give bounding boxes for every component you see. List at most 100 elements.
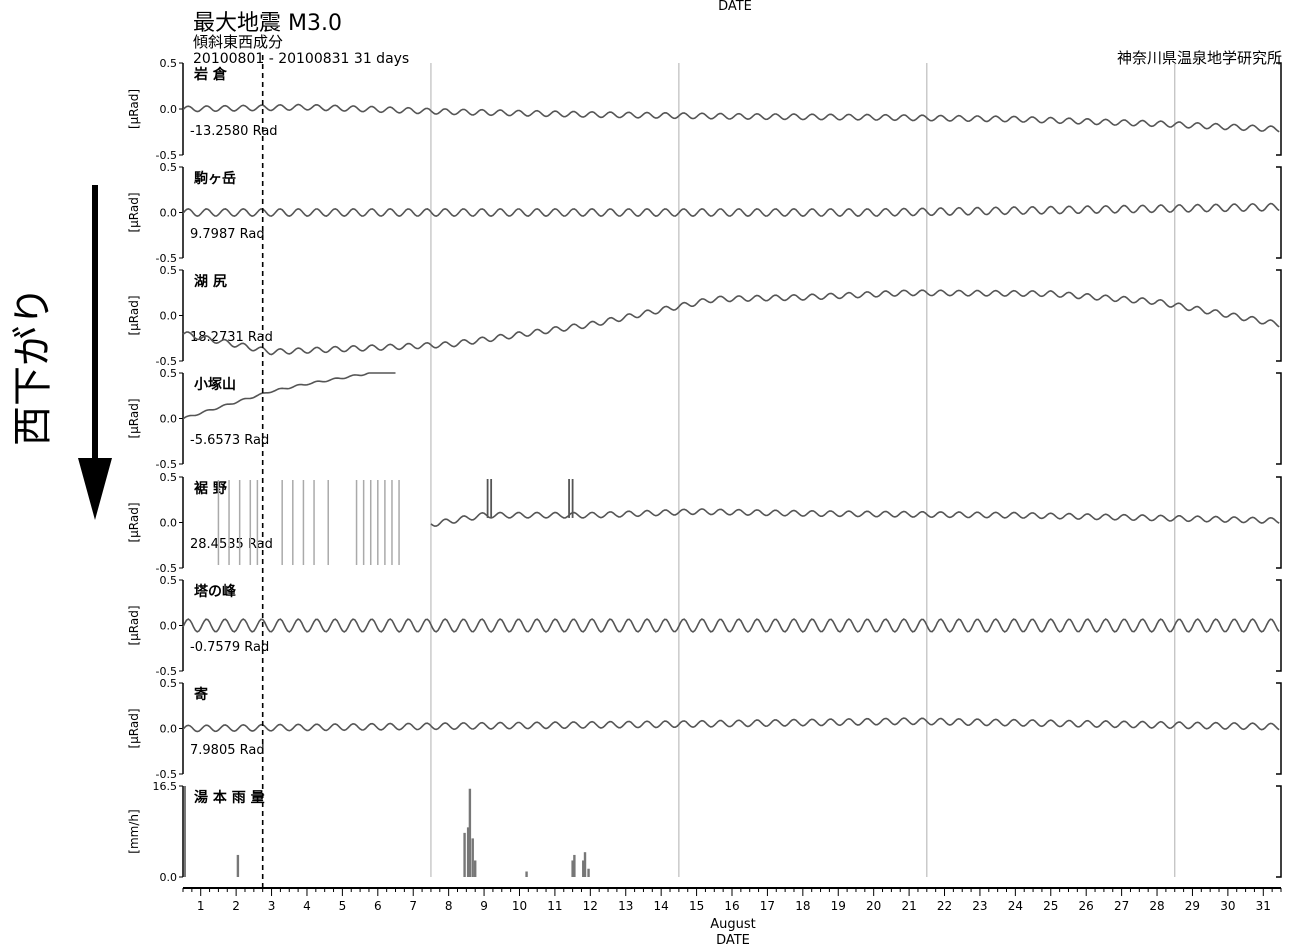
rain-bar <box>573 854 576 877</box>
x-tick-label: 31 <box>1256 899 1271 913</box>
offset-label: -5.6573 Rad <box>190 433 269 448</box>
rain-bar <box>583 852 587 877</box>
x-axis-label: DATE <box>716 933 750 948</box>
y-tick-label: 0.0 <box>160 620 178 633</box>
west-down-annotation: 西下がり <box>10 185 112 520</box>
y-tick-label: -0.5 <box>156 562 177 575</box>
top-date-label: DATE <box>718 0 752 14</box>
y-tick-label: 16.5 <box>153 780 178 793</box>
x-tick-label: 21 <box>901 899 916 913</box>
x-tick-label: 24 <box>1008 899 1023 913</box>
tilt-series-line <box>182 202 1280 217</box>
panel-ylabel: [µRad] <box>127 605 141 645</box>
panel-right-bracket <box>1276 372 1282 465</box>
panel-right-bracket <box>1276 269 1282 362</box>
offset-label: -13.2580 Rad <box>190 124 278 139</box>
tilt-series-line <box>430 508 1280 527</box>
rain-bar <box>587 868 590 877</box>
y-tick-label: -0.5 <box>156 355 177 368</box>
x-tick-label: 10 <box>512 899 527 913</box>
y-tick-label: -0.5 <box>156 149 177 162</box>
y-tick-label: 0.0 <box>160 517 178 530</box>
x-tick-label: 17 <box>760 899 775 913</box>
west-down-arrow-head <box>78 458 112 520</box>
panel-1: 0.5 0.0 -0.5 [µRad] 岩 倉 -13.2580 Rad <box>127 57 1282 162</box>
offset-label: 18.2731 Rad <box>190 330 273 345</box>
component-title: 傾斜東西成分 <box>193 33 283 51</box>
panel-right-bracket <box>1276 476 1282 569</box>
panel-5: 0.5 0.0 -0.5 [µRad] 裾 野 28.4535 Rad <box>127 471 1282 575</box>
x-month-label: August <box>710 917 756 932</box>
rain-bar <box>468 788 472 877</box>
x-tick-label: 4 <box>303 899 311 913</box>
x-tick-label: 30 <box>1220 899 1235 913</box>
offset-label: 9.7987 Rad <box>190 227 265 242</box>
panel-ylabel: [µRad] <box>127 398 141 438</box>
x-tick-label: 6 <box>374 899 382 913</box>
x-tick-label: 3 <box>268 899 276 913</box>
rain-bar <box>582 860 585 877</box>
y-tick-label: -0.5 <box>156 252 177 265</box>
station-name: 駒ヶ岳 <box>194 170 236 187</box>
panel-right-bracket <box>1276 785 1282 878</box>
y-tick-label: 0.5 <box>160 264 178 277</box>
y-tick-label: -0.5 <box>156 458 177 471</box>
institute-label: 神奈川県温泉地学研究所 <box>1117 49 1282 67</box>
panel-ylabel: [µRad] <box>127 295 141 335</box>
offset-label: 7.9805 Rad <box>190 743 265 758</box>
x-tick-label: 19 <box>831 899 846 913</box>
panel-2: 0.5 0.0 -0.5 [µRad] 駒ヶ岳 9.7987 Rad <box>127 161 1282 265</box>
x-tick-label: 27 <box>1114 899 1129 913</box>
rain-bar <box>474 860 477 877</box>
panel-ylabel: [µRad] <box>127 89 141 129</box>
y-tick-label: 0.0 <box>160 413 178 426</box>
x-tick-label: 15 <box>689 899 704 913</box>
y-tick-label: 0.0 <box>160 723 178 736</box>
x-tick-label: 1 <box>197 899 205 913</box>
station-name: 小塚山 <box>194 377 236 393</box>
panel-8: 16.5 0.0 [mm/h] 湯 本 雨 量 <box>127 780 1282 884</box>
y-tick-label: 0.0 <box>160 871 178 884</box>
x-tick-label: 14 <box>654 899 669 913</box>
tilt-series-line <box>182 618 1280 633</box>
panel-6: 0.5 0.0 -0.5 [µRad] 塔の峰 -0.7579 Rad <box>127 574 1282 678</box>
y-tick-label: -0.5 <box>156 665 177 678</box>
station-name: 裾 野 <box>194 480 227 497</box>
x-tick-label: 20 <box>866 899 881 913</box>
y-tick-label: 0.5 <box>160 161 178 174</box>
x-tick-label: 23 <box>972 899 987 913</box>
station-name: 岩 倉 <box>193 66 228 83</box>
x-tick-label: 9 <box>480 899 488 913</box>
x-tick-label: 7 <box>409 899 417 913</box>
panel-right-bracket <box>1276 62 1282 156</box>
x-tick-label: 25 <box>1043 899 1058 913</box>
offset-label: 28.4535 Rad <box>190 537 273 552</box>
rain-bar <box>236 854 240 877</box>
x-tick-label: 26 <box>1079 899 1094 913</box>
panel-7: 0.5 0.0 -0.5 [µRad] 寄 7.9805 Rad <box>127 677 1282 781</box>
x-tick-label: 12 <box>583 899 598 913</box>
panel-ylabel: [µRad] <box>127 708 141 748</box>
x-tick-label: 18 <box>795 899 810 913</box>
tilt-series-line <box>182 372 396 420</box>
y-tick-label: 0.0 <box>160 310 178 323</box>
panel-4: 0.5 0.0 -0.5 [µRad] 小塚山 -5.6573 Rad <box>127 367 1282 471</box>
y-tick-label: -0.5 <box>156 768 177 781</box>
rain-bar <box>571 860 574 877</box>
y-tick-label: 0.5 <box>160 471 178 484</box>
station-name: 湖 尻 <box>194 274 227 290</box>
y-tick-label: 0.5 <box>160 574 178 587</box>
panel-right-bracket <box>1276 579 1282 672</box>
x-tick-label: 16 <box>724 899 739 913</box>
rain-bar <box>471 838 474 877</box>
y-tick-label: 0.5 <box>160 367 178 380</box>
x-tick-label: 28 <box>1149 899 1164 913</box>
rain-bar <box>183 786 186 877</box>
tilt-series-line <box>182 103 1280 133</box>
x-tick-label: 11 <box>547 899 562 913</box>
tilt-series-line <box>182 289 1280 356</box>
station-name: 湯 本 雨 量 <box>194 789 265 806</box>
y-tick-label: 0.0 <box>160 207 178 220</box>
rain-bar <box>463 832 466 877</box>
